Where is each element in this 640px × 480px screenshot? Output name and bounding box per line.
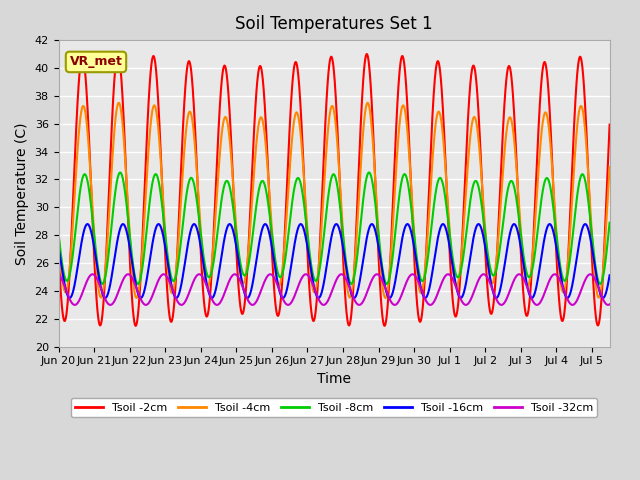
Tsoil -4cm: [590, 261, 598, 267]
Tsoil -8cm: [83, 175, 90, 180]
Tsoil -2cm: [308, 314, 316, 320]
Tsoil -8cm: [134, 281, 142, 287]
X-axis label: Time: Time: [317, 372, 351, 386]
Tsoil -8cm: [323, 205, 331, 211]
Tsoil -16cm: [590, 259, 598, 264]
Tsoil -16cm: [54, 244, 62, 250]
Tsoil -16cm: [83, 222, 90, 228]
Tsoil -4cm: [606, 164, 614, 170]
Tsoil -4cm: [364, 100, 371, 106]
Tsoil -32cm: [606, 301, 614, 307]
Tsoil -16cm: [308, 274, 316, 280]
Tsoil -2cm: [606, 122, 614, 128]
Tsoil -2cm: [54, 250, 62, 256]
Line: Tsoil -8cm: Tsoil -8cm: [58, 172, 610, 284]
Tsoil -32cm: [323, 300, 331, 305]
Tsoil -8cm: [365, 169, 372, 175]
Line: Tsoil -2cm: Tsoil -2cm: [58, 54, 610, 326]
Tsoil -32cm: [489, 288, 497, 294]
Legend: Tsoil -2cm, Tsoil -4cm, Tsoil -8cm, Tsoil -16cm, Tsoil -32cm: Tsoil -2cm, Tsoil -4cm, Tsoil -8cm, Tsoi…: [70, 398, 598, 417]
Tsoil -8cm: [590, 253, 598, 259]
Title: Soil Temperatures Set 1: Soil Temperatures Set 1: [236, 15, 433, 33]
Tsoil -8cm: [308, 268, 316, 274]
Tsoil -16cm: [489, 288, 497, 294]
Tsoil -32cm: [83, 278, 91, 284]
Tsoil -4cm: [489, 279, 497, 285]
Tsoil -2cm: [590, 290, 598, 296]
Tsoil -32cm: [71, 302, 79, 308]
Tsoil -8cm: [606, 220, 614, 226]
Tsoil -2cm: [323, 94, 331, 99]
Tsoil -32cm: [308, 280, 316, 286]
Tsoil -4cm: [590, 264, 598, 270]
Tsoil -4cm: [323, 142, 331, 148]
Tsoil -2cm: [489, 305, 497, 311]
Tsoil -2cm: [363, 51, 371, 57]
Tsoil -2cm: [83, 90, 90, 96]
Tsoil -16cm: [84, 221, 92, 227]
Tsoil -32cm: [590, 275, 598, 281]
Tsoil -16cm: [590, 257, 598, 263]
Line: Tsoil -4cm: Tsoil -4cm: [58, 103, 610, 298]
Tsoil -8cm: [489, 273, 497, 278]
Tsoil -32cm: [480, 271, 488, 277]
Tsoil -2cm: [132, 323, 140, 329]
Tsoil -4cm: [83, 120, 90, 125]
Tsoil -4cm: [132, 295, 140, 301]
Tsoil -16cm: [492, 295, 500, 301]
Tsoil -4cm: [54, 229, 62, 235]
Tsoil -32cm: [590, 275, 598, 280]
Tsoil -32cm: [54, 272, 62, 278]
Line: Tsoil -32cm: Tsoil -32cm: [58, 274, 610, 305]
Line: Tsoil -16cm: Tsoil -16cm: [58, 224, 610, 298]
Tsoil -8cm: [54, 231, 62, 237]
Y-axis label: Soil Temperature (C): Soil Temperature (C): [15, 122, 29, 264]
Tsoil -16cm: [323, 263, 331, 268]
Tsoil -16cm: [606, 273, 614, 278]
Tsoil -2cm: [590, 294, 598, 300]
Tsoil -4cm: [308, 283, 316, 288]
Tsoil -8cm: [590, 251, 598, 256]
Text: VR_met: VR_met: [70, 56, 122, 69]
